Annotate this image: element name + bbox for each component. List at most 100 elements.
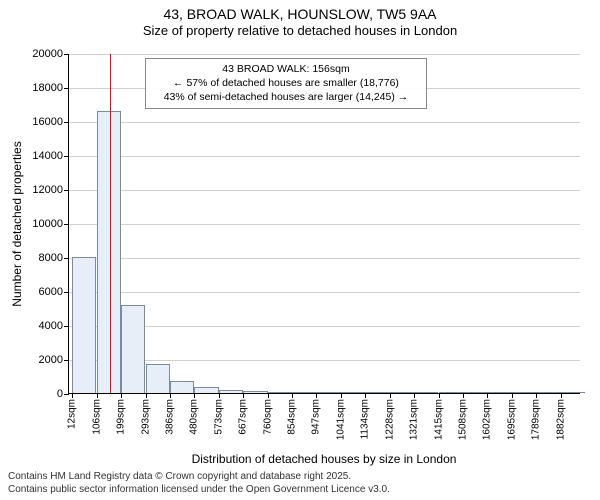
y-tick-mark [64,54,69,55]
histogram-bar [194,387,218,393]
histogram-bar [365,392,389,393]
x-tick-mark [341,393,342,398]
gridline-h [69,258,580,259]
x-tick-mark [146,393,147,398]
y-tick-mark [64,394,69,395]
x-tick-mark [414,393,415,398]
gridline-h [69,224,580,225]
title-subtitle: Size of property relative to detached ho… [0,23,600,38]
x-tick-label: 667sqm [238,399,249,435]
histogram-bar [170,381,194,393]
y-tick-label: 10000 [32,218,63,230]
x-tick-label: 1415sqm [433,399,444,440]
x-tick-label: 854sqm [287,399,298,435]
annotation-line2: ← 57% of detached houses are smaller (18… [152,76,420,90]
x-tick-label: 12sqm [67,399,78,429]
histogram-bar [390,392,414,393]
y-tick-mark [64,190,69,191]
x-tick-label: 1602sqm [482,399,493,440]
x-tick-label: 1228sqm [384,399,395,440]
histogram-bar [536,392,560,393]
x-tick-mark [561,393,562,398]
x-tick-label: 199sqm [115,399,126,435]
y-tick-mark [64,360,69,361]
histogram-bar [341,392,365,393]
x-tick-mark [487,393,488,398]
x-tick-mark [316,393,317,398]
chart-container: 43, BROAD WALK, HOUNSLOW, TW5 9AA Size o… [0,0,600,500]
histogram-bar [463,392,487,393]
y-tick-label: 8000 [39,252,63,264]
x-tick-mark [463,393,464,398]
x-tick-label: 1882sqm [555,399,566,440]
histogram-bar [121,305,145,393]
x-tick-label: 1041sqm [335,399,346,440]
histogram-bar [487,392,511,393]
x-tick-label: 573sqm [213,399,224,435]
y-tick-mark [64,326,69,327]
y-tick-mark [64,88,69,89]
property-marker-line [110,54,112,393]
histogram-bar [292,392,316,393]
x-tick-label: 1789sqm [531,399,542,440]
x-tick-mark [243,393,244,398]
y-tick-mark [64,156,69,157]
y-tick-label: 14000 [32,150,63,162]
y-tick-label: 4000 [39,320,63,332]
histogram-bar [414,392,438,393]
histogram-bar [439,392,463,393]
x-tick-label: 293sqm [140,399,151,435]
y-tick-mark [64,292,69,293]
y-axis-label: Number of detached properties [10,141,24,306]
x-tick-label: 106sqm [91,399,102,435]
gridline-h [69,292,580,293]
x-tick-mark [194,393,195,398]
y-tick-label: 0 [57,388,63,400]
x-tick-label: 480sqm [189,399,200,435]
y-tick-label: 2000 [39,354,63,366]
gridline-h [69,54,580,55]
x-tick-label: 1134sqm [360,399,371,439]
y-tick-label: 12000 [32,184,63,196]
x-tick-mark [170,393,171,398]
gridline-h [69,156,580,157]
x-tick-label: 947sqm [311,399,322,435]
title-address: 43, BROAD WALK, HOUNSLOW, TW5 9AA [0,6,600,22]
gridline-h [69,190,580,191]
histogram-bar [219,390,243,393]
x-tick-mark [72,393,73,398]
x-tick-label: 1695sqm [506,399,517,440]
x-tick-mark [121,393,122,398]
gridline-h [69,360,580,361]
y-tick-mark [64,122,69,123]
annotation-line3: 43% of semi-detached houses are larger (… [152,90,420,104]
y-tick-label: 16000 [32,116,63,128]
x-tick-mark [97,393,98,398]
x-tick-mark [390,393,391,398]
histogram-bar [72,257,96,393]
footer-line1: Contains HM Land Registry data © Crown c… [8,471,390,484]
x-tick-mark [512,393,513,398]
histogram-bar [512,392,536,393]
annotation-box: 43 BROAD WALK: 156sqm ← 57% of detached … [145,58,427,109]
x-tick-mark [219,393,220,398]
y-tick-label: 20000 [32,48,63,60]
histogram-bar [268,392,292,393]
histogram-bar [243,391,267,393]
histogram-bar [561,392,585,393]
histogram-bar [316,392,340,393]
histogram-bar [146,364,170,393]
footer-line2: Contains public sector information licen… [8,484,390,497]
x-tick-mark [365,393,366,398]
x-tick-label: 386sqm [164,399,175,435]
y-tick-label: 6000 [39,286,63,298]
x-tick-label: 1321sqm [409,399,420,440]
y-tick-mark [64,224,69,225]
x-tick-mark [292,393,293,398]
annotation-line1: 43 BROAD WALK: 156sqm [152,62,420,76]
title-block: 43, BROAD WALK, HOUNSLOW, TW5 9AA Size o… [0,0,600,38]
footer-attribution: Contains HM Land Registry data © Crown c… [8,471,390,496]
x-tick-label: 1508sqm [457,399,468,440]
x-tick-mark [268,393,269,398]
plot-area: 0200040006000800010000120001400016000180… [68,54,580,394]
